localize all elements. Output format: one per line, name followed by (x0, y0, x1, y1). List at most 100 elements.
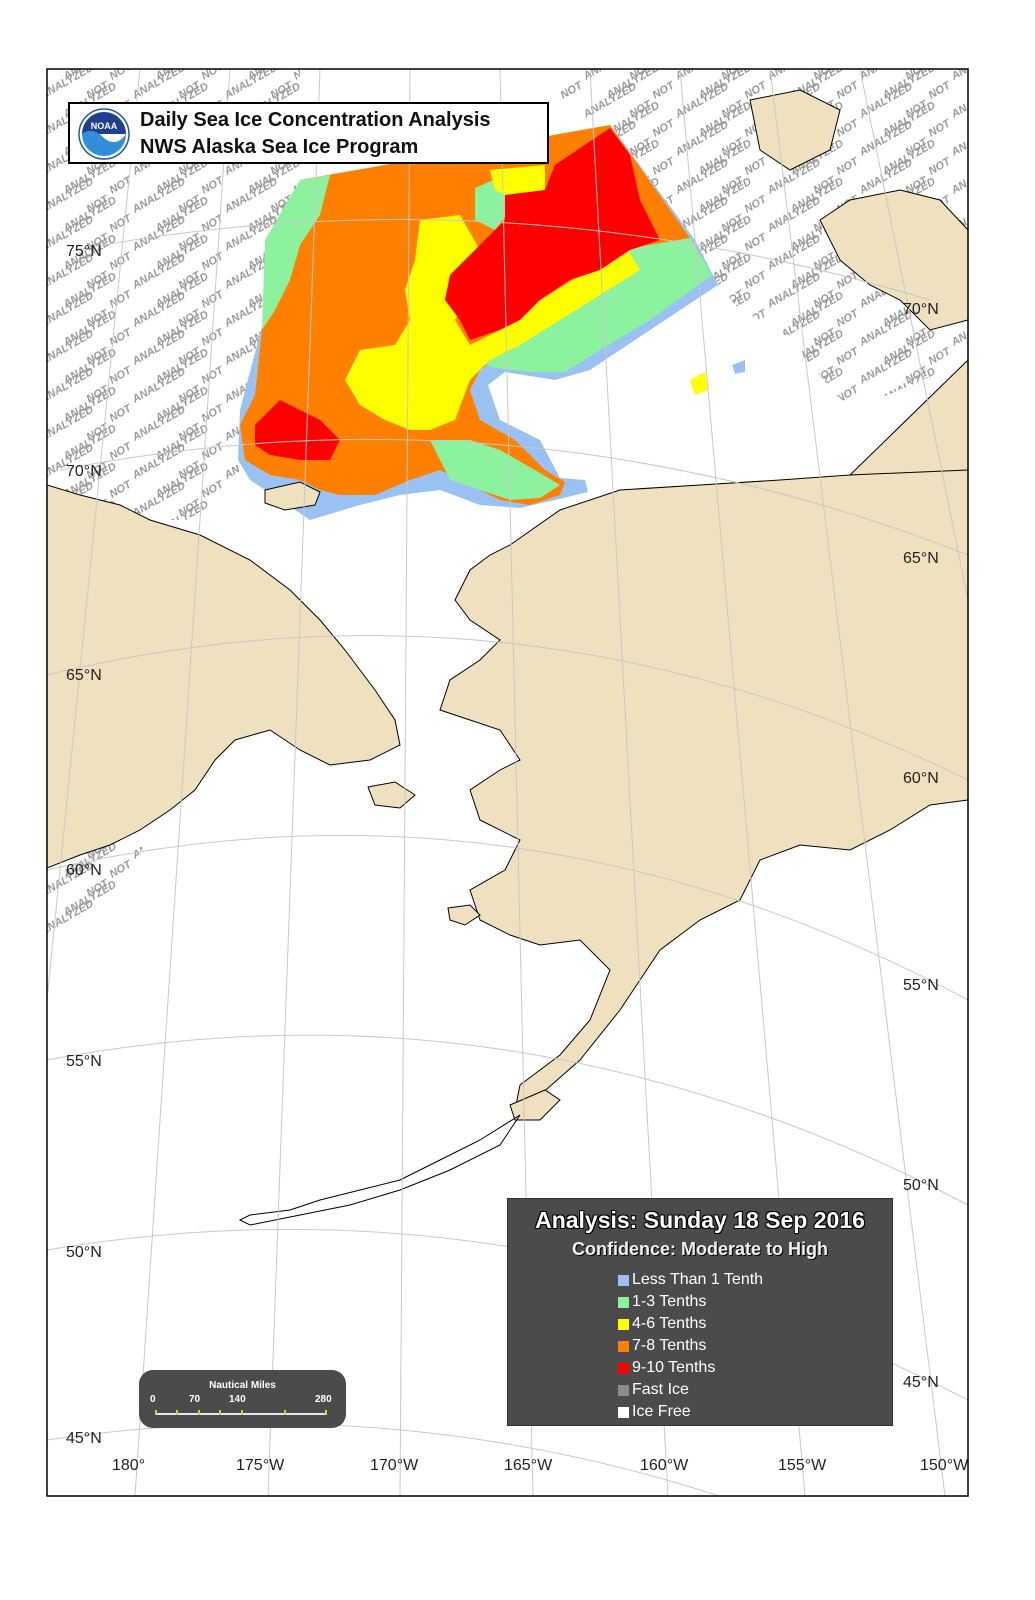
scale-mark (219, 1410, 221, 1415)
lat-label-60n-west: 60°N (66, 862, 102, 879)
not-analyzed-label: NOT (16, 668, 43, 691)
noaa-logo-icon: NOAA (78, 108, 130, 160)
not-analyzed-label: ANALYZED (972, 252, 1030, 292)
legend-label: 4-6 Tenths (632, 1315, 707, 1332)
lat-label-55n-west: 55°N (66, 1053, 102, 1070)
not-analyzed-label: ANALYZED (972, 328, 1030, 368)
map-frame (46, 68, 969, 1497)
lat-label-55n-east: 55°N (903, 977, 939, 994)
legend-swatch (618, 1296, 629, 1308)
legend-swatch (618, 1340, 629, 1352)
not-analyzed-label: NOT (16, 478, 43, 501)
lon-label-160w: 160°W (640, 1457, 689, 1474)
lat-label-50n-west: 50°N (66, 1244, 102, 1261)
not-analyzed-label: ANALYZED (972, 366, 1030, 406)
not-analyzed-label: NOT (16, 858, 43, 881)
not-analyzed-label: ANALYZED (949, 43, 1007, 83)
legend-label: 7-8 Tenths (632, 1337, 707, 1354)
legend-swatch (618, 1406, 629, 1418)
land-alaska-peninsula-chain (238, 1114, 521, 1226)
not-analyzed-label: NOT (16, 402, 43, 425)
not-analyzed-label: NOT (16, 820, 43, 843)
not-analyzed-label: NOT (16, 364, 43, 387)
scale-mark (176, 1410, 178, 1415)
not-analyzed-label: ANALYZED (972, 214, 1030, 254)
svg-text:NOAA: NOAA (91, 121, 118, 131)
legend-item: 9-10 Tenths (618, 1357, 763, 1379)
legend-label: 1-3 Tenths (632, 1293, 707, 1310)
not-analyzed-label: NOT (292, 174, 319, 197)
not-analyzed-label: NOT (16, 174, 43, 197)
lon-label-170w: 170°W (370, 1457, 419, 1474)
legend-item: 7-8 Tenths (618, 1335, 763, 1357)
lon-label-165w: 165°W (504, 1457, 553, 1474)
legend-swatch (618, 1274, 629, 1286)
land-wrangel-island (264, 481, 321, 511)
lat-label-65n-east: 65°N (903, 550, 939, 567)
legend-item: 1-3 Tenths (618, 1291, 763, 1313)
legend-label: 9-10 Tenths (632, 1359, 716, 1376)
lat-label-70n-west: 70°N (66, 463, 102, 480)
ice-zone-9-10-tenths (445, 128, 660, 340)
legend-swatch (618, 1384, 629, 1396)
legend-label: Less Than 1 Tenth (632, 1271, 764, 1288)
lat-label-75n-west: 75°N (66, 243, 102, 260)
scale-tick-280: 280 (315, 1394, 332, 1405)
ice-zone-1-3-tenths-south (430, 440, 560, 500)
not-analyzed-label: NOT (16, 326, 43, 349)
land-kodiak-island (509, 1089, 561, 1121)
not-analyzed-label: ANALYZED (972, 138, 1030, 178)
not-analyzed-label: NOT (16, 706, 43, 729)
scale-tick-70: 70 (189, 1394, 201, 1405)
legend-label: Ice Free (632, 1403, 691, 1420)
land-alaska (439, 469, 968, 1112)
lat-label-50n-east: 50°N (903, 1177, 939, 1194)
lon-label-180: 180° (112, 1457, 145, 1474)
legend-item: Fast Ice (618, 1379, 763, 1401)
legend-box: Analysis: Sunday 18 Sep 2016 Confidence:… (507, 1198, 893, 1426)
legend-item: Ice Free (618, 1401, 763, 1423)
latitude-labels: 75°N 70°N 65°N 60°N 55°N 50°N 45°N 70°N … (66, 243, 939, 1447)
not-analyzed-label: ANALYZED (972, 176, 1030, 216)
land-chukotka (47, 484, 401, 869)
not-analyzed-label: NOT (16, 60, 43, 83)
not-analyzed-label: NOT (16, 212, 43, 235)
ice-zone-1-3-tenths-east (480, 238, 712, 372)
scale-mark (241, 1410, 243, 1415)
confidence-level: Confidence: Moderate to High (572, 1239, 828, 1259)
ice-zone-4-6-tenths-north (490, 165, 545, 200)
lon-label-175w: 175°W (236, 1457, 285, 1474)
ice-zone-4-6-tenths (345, 215, 640, 430)
longitude-labels: 180° 175°W 170°W 165°W 160°W 155°W 150°W (112, 1457, 969, 1474)
not-analyzed-label: NOT (16, 896, 43, 919)
not-analyzed-label: ANALYZED (972, 62, 1030, 102)
land-masses (47, 89, 968, 1226)
scale-mark (284, 1410, 286, 1415)
scale-tick-140: 140 (229, 1394, 246, 1405)
ice-zone-4-6-tenths-island (690, 372, 708, 395)
title-line-1: Daily Sea Ice Concentration Analysis (140, 109, 491, 131)
land-yukon (848, 359, 968, 476)
ice-zone-less-than-1-tenth-island (732, 360, 745, 374)
not-analyzed-label: NOT (16, 136, 43, 159)
lat-label-45n-west: 45°N (66, 1430, 102, 1447)
not-analyzed-label: NOT (16, 554, 43, 577)
land-st-lawrence-island (367, 781, 416, 809)
lat-label-70n-east: 70°N (903, 301, 939, 318)
legend-item: Less Than 1 Tenth (618, 1269, 763, 1291)
lon-label-150w: 150°W (920, 1457, 969, 1474)
not-analyzed-label: ANALYZED (972, 100, 1030, 140)
scale-bar-title: Nautical Miles (209, 1380, 276, 1391)
legend-swatch (618, 1318, 629, 1330)
ice-zone-9-10-tenths-southwest (255, 400, 340, 460)
ice-zone-1-3-tenths (262, 175, 330, 330)
legend-swatch (618, 1362, 629, 1374)
scale-bar: Nautical Miles 0 70 140 280 (139, 1370, 346, 1428)
not-analyzed-label: NOT (292, 60, 319, 83)
analysis-date: Analysis: Sunday 18 Sep 2016 (535, 1207, 865, 1233)
not-analyzed-label: NOT (16, 592, 43, 615)
not-analyzed-label: NOT (16, 782, 43, 805)
not-analyzed-label: NOT (16, 288, 43, 311)
map-title-box: NOAA Daily Sea Ice Concentration Analysi… (68, 102, 549, 164)
